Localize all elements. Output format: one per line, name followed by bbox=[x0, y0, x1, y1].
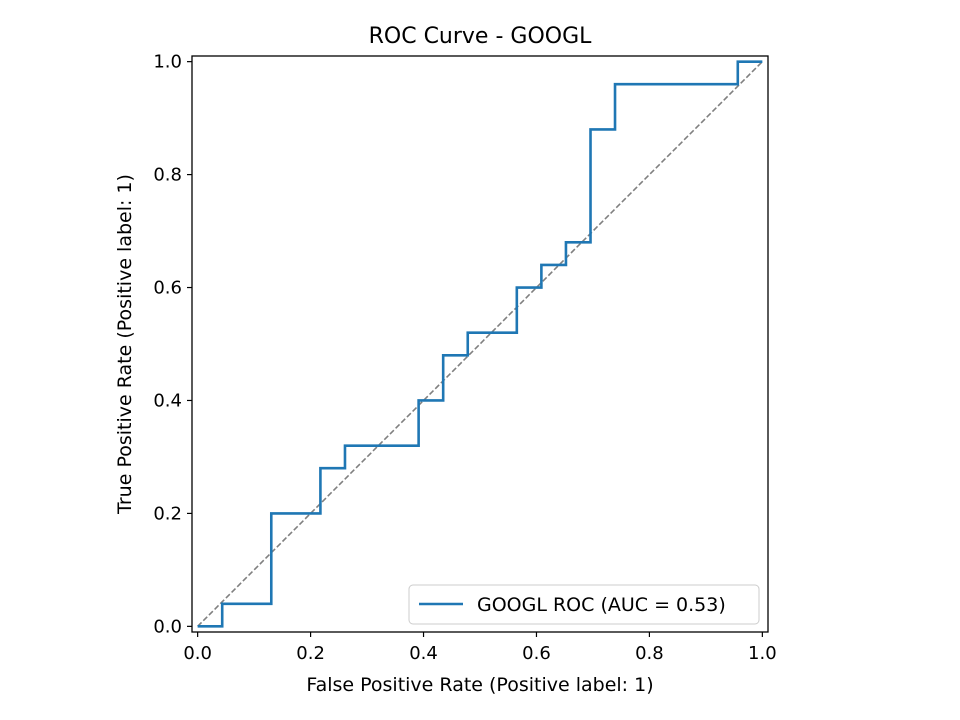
plot-frame bbox=[191, 55, 769, 633]
y-tick-label: 0.4 bbox=[153, 390, 182, 411]
chance-diagonal-line bbox=[197, 61, 763, 627]
x-tick-label: 0.2 bbox=[296, 643, 325, 664]
x-tick-label: 0.4 bbox=[409, 643, 438, 664]
x-tick-label: 0.0 bbox=[183, 643, 212, 664]
x-tick-label: 0.6 bbox=[522, 643, 551, 664]
y-tick-label: 1.0 bbox=[153, 52, 182, 73]
chance-line-layer bbox=[197, 61, 763, 627]
roc-curve-line bbox=[197, 60, 763, 628]
y-tick-label: 0.8 bbox=[153, 165, 182, 186]
y-tick-label: 0.2 bbox=[153, 503, 182, 524]
x-axis-label: False Positive Rate (Positive label: 1) bbox=[306, 674, 653, 696]
series-layer bbox=[197, 60, 763, 628]
chart-title: ROC Curve - GOOGL bbox=[369, 24, 593, 49]
legend-frame bbox=[408, 584, 760, 625]
legend: GOOGL ROC (AUC = 0.53) bbox=[408, 584, 760, 625]
y-tick-label: 0.0 bbox=[153, 616, 182, 637]
plot-area bbox=[191, 55, 769, 633]
y-axis-label: True Positive Rate (Positive label: 1) bbox=[114, 174, 136, 515]
x-axis: 0.0 0.2 0.4 0.6 0.8 1.0 bbox=[183, 632, 777, 664]
x-tick-label: 0.8 bbox=[635, 643, 664, 664]
x-tick-label: 1.0 bbox=[748, 643, 777, 664]
legend-label: GOOGL ROC (AUC = 0.53) bbox=[477, 594, 726, 616]
y-axis: 0.0 0.2 0.4 0.6 0.8 1.0 bbox=[153, 52, 192, 637]
y-tick-label: 0.6 bbox=[153, 278, 182, 299]
